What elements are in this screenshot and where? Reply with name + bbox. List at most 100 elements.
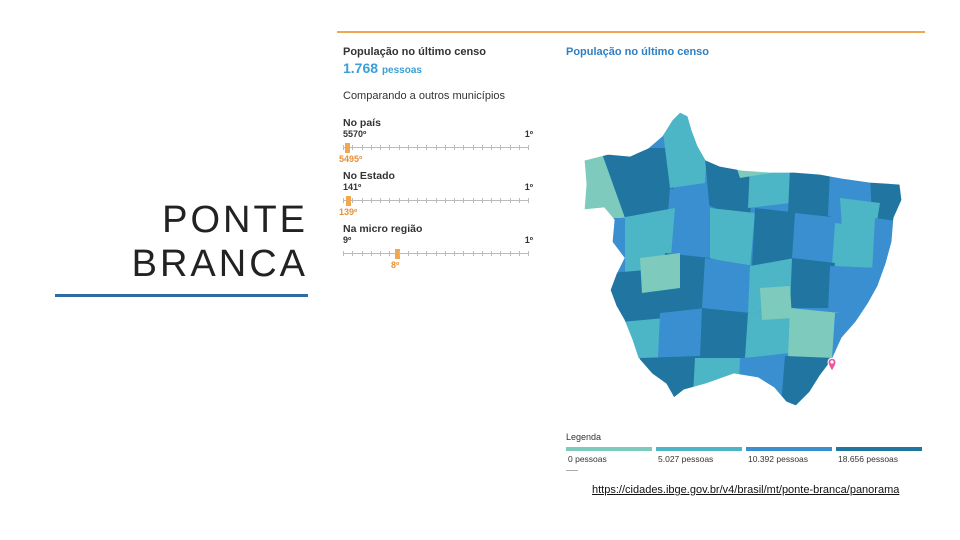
scale-tick xyxy=(399,198,400,203)
legend-bar-3 xyxy=(836,447,922,451)
scale-tick xyxy=(426,145,427,150)
scale-tick xyxy=(343,145,344,150)
scale-tick xyxy=(519,145,520,150)
scale-tick xyxy=(463,251,464,256)
scale-tick xyxy=(510,198,511,203)
scale-tick xyxy=(454,145,455,150)
scale-tick xyxy=(352,198,353,203)
legend-title: Legenda xyxy=(566,432,602,442)
scale-tick xyxy=(362,198,363,203)
scale-tick xyxy=(519,198,520,203)
rank-state-scale xyxy=(343,196,529,206)
scale-tick xyxy=(399,251,400,256)
rank-microregion-scale xyxy=(343,249,529,259)
rank-microregion-marker xyxy=(395,249,400,259)
map-title: População no último censo xyxy=(566,46,710,58)
legend-label-1: 5.027 pessoas xyxy=(658,454,714,464)
population-value: 1.768 pessoas xyxy=(343,60,422,76)
scale-tick xyxy=(352,251,353,256)
legend-divider xyxy=(566,470,578,471)
rank-country-right: 1º xyxy=(524,129,533,139)
title-underline xyxy=(55,294,308,297)
rank-microregion-label: Na micro região xyxy=(343,223,423,235)
legend-label-0: 0 pessoas xyxy=(568,454,607,464)
scale-tick xyxy=(362,251,363,256)
scale-tick xyxy=(491,145,492,150)
legend-bar-0 xyxy=(566,447,652,451)
title-line-2: BRANCA xyxy=(131,243,308,285)
scale-tick xyxy=(528,198,529,203)
rank-microregion-marker-label: 8º xyxy=(391,260,400,270)
scale-tick xyxy=(371,145,372,150)
rank-country-scale xyxy=(343,143,529,153)
scale-tick xyxy=(380,198,381,203)
top-rule xyxy=(337,31,925,33)
scale-tick xyxy=(399,145,400,150)
rank-country: No país 5570º 1º xyxy=(343,117,533,141)
population-number: 1.768 xyxy=(343,60,379,76)
state-outline xyxy=(583,111,903,407)
scale-tick xyxy=(445,251,446,256)
rank-microregion: Na micro região 9º 1º xyxy=(343,223,533,247)
legend-label-2: 10.392 pessoas xyxy=(748,454,809,464)
scale-tick xyxy=(371,198,372,203)
scale-tick xyxy=(362,145,363,150)
rank-state-left: 141º xyxy=(343,182,362,192)
rank-state: No Estado 141º 1º xyxy=(343,170,533,194)
scale-tick xyxy=(519,251,520,256)
scale-tick xyxy=(473,145,474,150)
scale-tick xyxy=(408,198,409,203)
scale-tick xyxy=(500,251,501,256)
scale-tick xyxy=(500,198,501,203)
scale-tick xyxy=(343,251,344,256)
legend-label-3: 18.656 pessoas xyxy=(838,454,899,464)
rank-microregion-right: 1º xyxy=(524,235,533,245)
rank-country-label: No país xyxy=(343,117,381,129)
scale-tick xyxy=(436,145,437,150)
scale-tick xyxy=(426,251,427,256)
scale-tick xyxy=(473,198,474,203)
scale-tick xyxy=(389,145,390,150)
scale-tick xyxy=(436,198,437,203)
location-pin-icon[interactable] xyxy=(827,357,837,373)
scale-tick xyxy=(482,251,483,256)
scale-tick xyxy=(528,251,529,256)
scale-tick xyxy=(380,251,381,256)
scale-tick xyxy=(436,251,437,256)
scale-tick xyxy=(352,145,353,150)
compare-label: Comparando a outros municípios xyxy=(343,90,506,102)
scale-tick xyxy=(473,251,474,256)
state-map[interactable] xyxy=(580,108,910,418)
slide-title: PONTE BRANCA xyxy=(132,198,308,286)
scale-tick xyxy=(500,145,501,150)
legend-bar-1 xyxy=(656,447,742,451)
rank-country-marker xyxy=(345,143,350,153)
rank-state-right: 1º xyxy=(524,182,533,192)
population-unit: pessoas xyxy=(381,65,422,76)
scale-tick xyxy=(417,145,418,150)
scale-tick xyxy=(380,145,381,150)
scale-tick xyxy=(491,198,492,203)
scale-tick xyxy=(482,198,483,203)
scale-tick xyxy=(454,251,455,256)
scale-tick xyxy=(389,251,390,256)
rank-state-marker xyxy=(346,196,351,206)
scale-tick xyxy=(510,251,511,256)
legend-bar-2 xyxy=(746,447,832,451)
map-regions xyxy=(584,112,902,406)
rank-country-marker-label: 5495º xyxy=(339,154,363,164)
title-line-1: PONTE xyxy=(162,199,308,241)
population-label: População no último censo xyxy=(343,46,487,58)
scale-tick xyxy=(408,251,409,256)
scale-tick xyxy=(528,145,529,150)
scale-tick xyxy=(482,145,483,150)
scale-tick xyxy=(445,145,446,150)
scale-tick xyxy=(463,145,464,150)
rank-country-left: 5570º xyxy=(343,129,367,139)
source-link[interactable]: https://cidades.ibge.gov.br/v4/brasil/mt… xyxy=(592,484,900,496)
rank-microregion-left: 9º xyxy=(343,235,352,245)
scale-tick xyxy=(426,198,427,203)
rank-state-label: No Estado xyxy=(343,170,395,182)
scale-tick xyxy=(408,145,409,150)
scale-tick xyxy=(371,251,372,256)
